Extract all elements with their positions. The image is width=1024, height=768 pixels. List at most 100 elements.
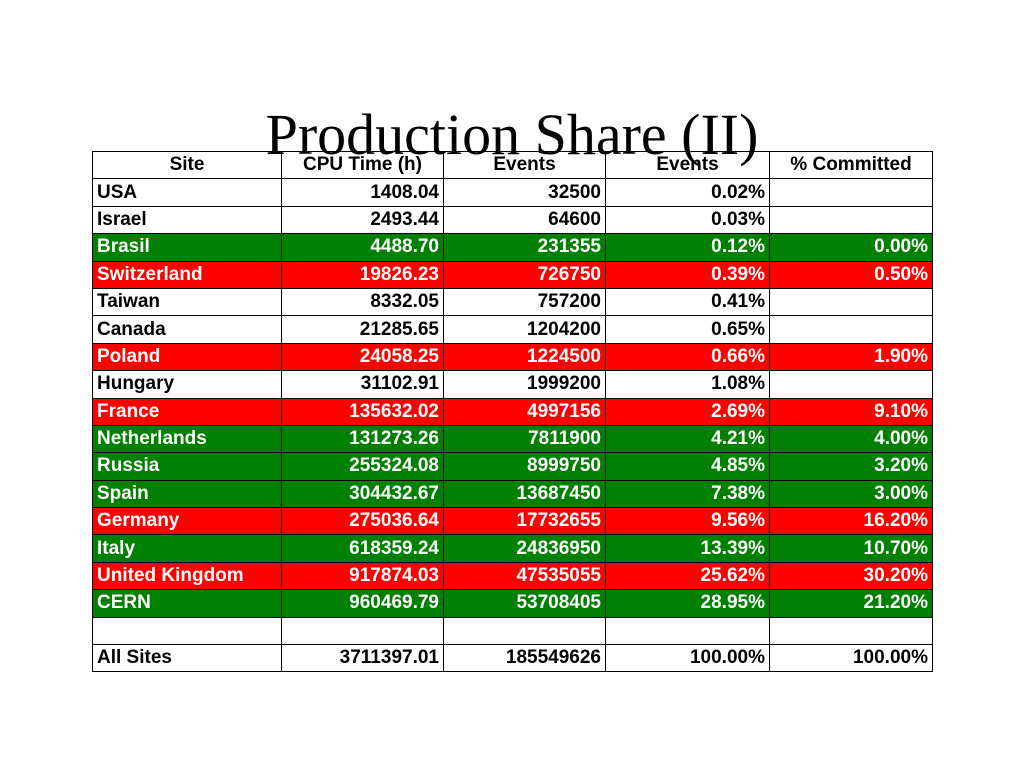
committed-cell: 0.00%	[769, 233, 933, 262]
site-cell: Spain	[92, 479, 282, 509]
events-percent-cell	[605, 616, 770, 646]
site-cell: France	[92, 397, 282, 426]
committed-cell: 100.00%	[769, 644, 933, 673]
cpu-time-cell: 24058.25	[281, 342, 444, 372]
table-row: Poland 24058.25 1224500 0.66% 1.90%	[92, 342, 933, 372]
table-row: Taiwan 8332.05 757200 0.41%	[92, 287, 933, 317]
cpu-time-cell: 304432.67	[281, 479, 444, 509]
site-cell: Russia	[92, 452, 282, 481]
site-cell: CERN	[92, 589, 282, 618]
cpu-time-cell	[281, 616, 444, 646]
events-cell: 185549626	[443, 644, 606, 673]
committed-cell	[769, 370, 933, 399]
table-row: Italy 618359.24 24836950 13.39% 10.70%	[92, 534, 933, 563]
committed-cell: 30.20%	[769, 561, 933, 591]
events-cell: 53708405	[443, 589, 606, 618]
cpu-time-cell: 917874.03	[281, 561, 444, 591]
events-percent-cell: 0.02%	[605, 178, 770, 207]
site-cell: Poland	[92, 342, 282, 372]
events-percent-cell: 0.39%	[605, 260, 770, 289]
header-row: Site CPU Time (h) Events Events % Commit…	[92, 150, 933, 180]
committed-cell	[769, 616, 933, 646]
production-share-table: Site CPU Time (h) Events Events % Commit…	[92, 150, 933, 673]
events-percent-cell: 4.21%	[605, 424, 770, 454]
cpu-time-cell: 275036.64	[281, 507, 444, 536]
cpu-time-cell: 960469.79	[281, 589, 444, 618]
table-row: United Kingdom 917874.03 47535055 25.62% 30.…	[92, 561, 933, 591]
header-events-percent: Events	[605, 150, 770, 180]
site-cell: Canada	[92, 315, 282, 344]
committed-cell: 4.00%	[769, 424, 933, 454]
site-cell: USA	[92, 178, 282, 207]
table-row: Netherlands 131273.26 7811900 4.21% 4.00%	[92, 424, 933, 454]
cpu-time-cell: 618359.24	[281, 534, 444, 563]
events-cell: 32500	[443, 178, 606, 207]
site-cell	[92, 616, 282, 646]
committed-cell: 10.70%	[769, 534, 933, 563]
site-cell: Switzerland	[92, 260, 282, 289]
events-cell: 231355	[443, 233, 606, 262]
table-row: Germany 275036.64 17732655 9.56% 16.20%	[92, 507, 933, 536]
events-cell: 726750	[443, 260, 606, 289]
events-cell: 4997156	[443, 397, 606, 426]
committed-cell	[769, 315, 933, 344]
cpu-time-cell: 255324.08	[281, 452, 444, 481]
table-row: USA 1408.04 32500 0.02%	[92, 178, 933, 207]
events-percent-cell: 9.56%	[605, 507, 770, 536]
committed-cell: 9.10%	[769, 397, 933, 426]
cpu-time-cell: 31102.91	[281, 370, 444, 399]
table-row: Switzerland 19826.23 726750 0.39% 0.50%	[92, 260, 933, 289]
cpu-time-cell: 1408.04	[281, 178, 444, 207]
events-cell: 47535055	[443, 561, 606, 591]
events-percent-cell: 4.85%	[605, 452, 770, 481]
events-cell: 1999200	[443, 370, 606, 399]
cpu-time-cell: 135632.02	[281, 397, 444, 426]
events-percent-cell: 100.00%	[605, 644, 770, 673]
events-cell: 1224500	[443, 342, 606, 372]
cpu-time-cell: 3711397.01	[281, 644, 444, 673]
site-cell: All Sites	[92, 644, 282, 673]
site-cell: Italy	[92, 534, 282, 563]
events-percent-cell: 7.38%	[605, 479, 770, 509]
events-percent-cell: 0.65%	[605, 315, 770, 344]
committed-cell: 3.00%	[769, 479, 933, 509]
cpu-time-cell: 131273.26	[281, 424, 444, 454]
site-cell: Israel	[92, 205, 282, 235]
events-percent-cell: 0.12%	[605, 233, 770, 262]
events-cell	[443, 616, 606, 646]
site-cell: United Kingdom	[92, 561, 282, 591]
table-row: Hungary 31102.91 1999200 1.08%	[92, 370, 933, 399]
events-cell: 7811900	[443, 424, 606, 454]
cpu-time-cell: 4488.70	[281, 233, 444, 262]
committed-cell	[769, 178, 933, 207]
table-row: CERN 960469.79 53708405 28.95% 21.20%	[92, 589, 933, 618]
events-percent-cell: 0.66%	[605, 342, 770, 372]
events-cell: 17732655	[443, 507, 606, 536]
events-percent-cell: 0.41%	[605, 287, 770, 317]
events-percent-cell: 2.69%	[605, 397, 770, 426]
header-committed: % Committed	[769, 150, 933, 180]
events-percent-cell: 28.95%	[605, 589, 770, 618]
events-cell: 24836950	[443, 534, 606, 563]
cpu-time-cell: 2493.44	[281, 205, 444, 235]
events-cell: 1204200	[443, 315, 606, 344]
events-percent-cell: 1.08%	[605, 370, 770, 399]
site-cell: Taiwan	[92, 287, 282, 317]
header-site: Site	[92, 150, 282, 180]
committed-cell	[769, 287, 933, 317]
header-cpu-time: CPU Time (h)	[281, 150, 444, 180]
committed-cell: 3.20%	[769, 452, 933, 481]
blank-row	[92, 616, 933, 646]
table-row: France 135632.02 4997156 2.69% 9.10%	[92, 397, 933, 426]
site-cell: Germany	[92, 507, 282, 536]
events-percent-cell: 13.39%	[605, 534, 770, 563]
cpu-time-cell: 8332.05	[281, 287, 444, 317]
events-percent-cell: 0.03%	[605, 205, 770, 235]
table-row: Canada 21285.65 1204200 0.65%	[92, 315, 933, 344]
committed-cell: 16.20%	[769, 507, 933, 536]
table-row: Spain 304432.67 13687450 7.38% 3.00%	[92, 479, 933, 509]
table-body: USA 1408.04 32500 0.02% Israel 2493.44 64600 0.…	[92, 178, 933, 673]
events-cell: 13687450	[443, 479, 606, 509]
committed-cell: 21.20%	[769, 589, 933, 618]
table-row: Russia 255324.08 8999750 4.85% 3.20%	[92, 452, 933, 481]
